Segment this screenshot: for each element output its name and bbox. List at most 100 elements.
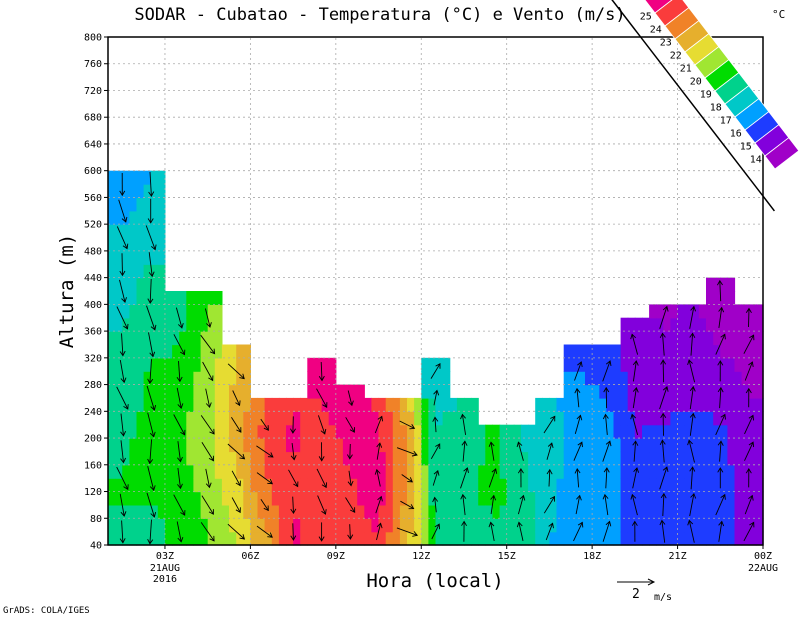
temperature-cell: [278, 518, 287, 533]
temperature-cell: [278, 464, 287, 479]
temperature-cell: [221, 518, 230, 533]
temperature-cell: [464, 424, 472, 439]
temperature-cell: [691, 317, 700, 332]
wind-arrow-head: [720, 493, 726, 500]
temperature-cell: [706, 357, 714, 372]
temperature-cell: [535, 478, 543, 493]
temperature-cell: [627, 344, 636, 359]
temperature-cell: [456, 424, 465, 439]
temperature-cell: [157, 478, 166, 493]
temperature-cell: [243, 357, 251, 372]
temperature-cell: [399, 438, 408, 453]
temperature-cell: [115, 291, 123, 305]
temperature-cell: [136, 357, 145, 372]
wind-arrow-shaft: [662, 333, 665, 356]
temperature-cell: [214, 438, 223, 453]
temperature-cell: [257, 531, 266, 546]
temperature-cell: [214, 411, 223, 426]
temperature-cell: [143, 304, 152, 319]
colorbar-segment: [764, 137, 800, 170]
wind-arrow-head: [519, 494, 526, 501]
temperature-cell: [513, 504, 522, 519]
temperature-cell: [286, 518, 294, 533]
temperature-cell: [720, 504, 728, 519]
wind-arrow-head: [119, 538, 126, 544]
temperature-cell: [186, 291, 194, 305]
temperature-cell: [115, 451, 123, 466]
temperature-cell: [186, 424, 194, 439]
wind-arrow: [744, 361, 754, 381]
temperature-cell: [428, 371, 437, 386]
temperature-cell: [577, 344, 586, 359]
temperature-cell: [734, 397, 743, 412]
wind-arrow: [543, 415, 556, 434]
temperature-cell: [471, 397, 479, 412]
temperature-cell: [399, 478, 408, 493]
temperature-cell: [257, 424, 266, 439]
wind-arrow-head: [720, 333, 726, 340]
wind-arrow: [347, 443, 353, 460]
temperature-cell: [221, 344, 230, 359]
temperature-cell: [727, 504, 736, 519]
temperature-cell: [243, 531, 251, 546]
temperature-cell: [207, 291, 216, 305]
temperature-cell: [193, 291, 202, 305]
temperature-cell: [407, 531, 415, 546]
wind-arrow-shaft: [576, 388, 580, 408]
wind-arrow-shaft: [744, 361, 753, 381]
temperature-cell: [698, 464, 707, 479]
temperature-cell: [328, 424, 337, 439]
temperature-cell: [186, 317, 194, 332]
temperature-cell: [741, 478, 750, 493]
temperature-cell: [350, 491, 358, 506]
temperature-cell: [691, 518, 700, 533]
temperature-cell: [243, 478, 251, 493]
temperature-cell: [734, 491, 743, 506]
temperature-cell: [414, 397, 422, 412]
temperature-cell: [293, 411, 301, 426]
wind-arrow-head: [717, 386, 724, 393]
temperature-cell: [720, 317, 728, 332]
temperature-cell: [328, 438, 337, 453]
temperature-cell: [577, 384, 586, 399]
temperature-cell: [122, 237, 130, 252]
wind-arrow-shaft: [689, 413, 694, 436]
wind-arrow-shaft: [543, 416, 556, 434]
temperature-cell: [698, 491, 707, 506]
temperature-cell: [378, 478, 387, 493]
temperature-cell: [563, 384, 572, 399]
temperature-cell: [670, 397, 679, 412]
temperature-cell: [634, 451, 643, 466]
wind-arrow-shaft: [200, 334, 215, 354]
temperature-cell: [108, 237, 116, 252]
wind-arrow-shaft: [399, 420, 415, 429]
temperature-cell: [300, 397, 308, 412]
temperature-cell: [200, 518, 209, 533]
temperature-cell: [129, 291, 138, 305]
wind-arrow-shaft: [602, 441, 611, 462]
temperature-cell: [214, 331, 223, 346]
temperature-cell: [599, 357, 607, 372]
wind-arrow: [659, 439, 666, 463]
reference-value: 2: [632, 587, 640, 602]
wind-arrow-shaft: [205, 388, 211, 408]
temperature-cell: [335, 397, 344, 412]
temperature-cell: [727, 371, 736, 386]
temperature-cell: [435, 411, 444, 426]
temperature-cell: [442, 424, 451, 439]
temperature-cell: [698, 504, 707, 519]
temperature-cell: [115, 344, 123, 359]
temperature-cell: [592, 424, 600, 439]
temperature-cell: [649, 411, 657, 426]
wind-arrow-shaft: [145, 225, 156, 250]
temperature-cell: [642, 424, 650, 439]
wind-arrow: [575, 494, 582, 515]
temperature-cell: [414, 478, 422, 493]
temperature-cell: [627, 438, 636, 453]
wind-arrow: [177, 441, 183, 463]
temperature-cell: [108, 384, 116, 399]
temperature-cell: [649, 438, 657, 453]
temperature-cell: [307, 451, 315, 466]
temperature-cell: [428, 438, 437, 453]
temperature-cell: [243, 451, 251, 466]
